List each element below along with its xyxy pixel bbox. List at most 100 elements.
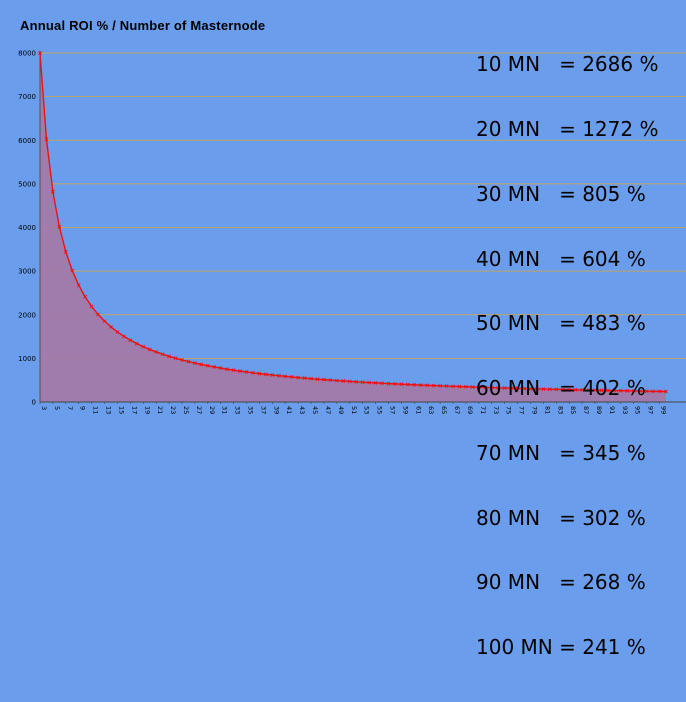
data-point [244, 370, 249, 374]
data-point [251, 370, 255, 375]
data-point [109, 324, 113, 329]
data-point [541, 387, 546, 391]
data-point [483, 385, 488, 390]
x-tick-label: 45 [311, 406, 319, 414]
data-point [496, 385, 501, 390]
data-point [225, 367, 230, 372]
x-tick-label: 23 [169, 406, 177, 414]
data-point [283, 374, 288, 379]
data-point [431, 383, 436, 388]
x-tick-label: 91 [608, 406, 616, 414]
data-point [231, 368, 236, 373]
y-tick-label: 6000 [18, 137, 36, 145]
data-point [618, 388, 623, 393]
data-point [625, 388, 630, 393]
x-tick-label: 37 [259, 406, 267, 414]
x-tick-label: 83 [556, 406, 564, 414]
x-tick-label: 21 [156, 406, 164, 414]
data-point [599, 388, 604, 393]
data-point [476, 385, 481, 390]
data-point [612, 388, 617, 393]
data-point [444, 384, 449, 388]
data-point [238, 369, 242, 373]
data-point [57, 224, 62, 229]
y-tick-label: 0 [32, 399, 36, 407]
data-point [302, 376, 307, 381]
x-tick-label: 49 [337, 406, 345, 414]
x-axis-ticks: 3 5 7 9 11 13 15 17 19 21 23 25 27 29 31 33 35 37 39 41 43 45… [39, 402, 668, 414]
data-point [96, 312, 101, 317]
data-point [547, 387, 552, 392]
x-tick-label: 13 [105, 406, 113, 414]
data-point [205, 363, 210, 368]
data-point [212, 365, 217, 369]
data-point [289, 375, 294, 379]
x-tick-label: 33 [234, 406, 242, 414]
data-point [651, 389, 656, 394]
data-point [38, 51, 42, 55]
data-point [631, 389, 636, 393]
x-tick-label: 77 [518, 406, 526, 414]
data-point [360, 380, 365, 385]
data-point [50, 189, 55, 194]
data-point [128, 338, 133, 343]
data-point [102, 319, 107, 324]
x-tick-label: 9 [79, 406, 87, 410]
x-tick-label: 39 [272, 406, 280, 414]
data-point [489, 385, 494, 390]
data-point [586, 388, 591, 392]
data-point [76, 283, 81, 288]
data-point [515, 386, 520, 391]
data-point [121, 334, 126, 339]
data-point [528, 386, 533, 391]
data-point [315, 377, 320, 382]
x-tick-label: 51 [350, 406, 358, 414]
x-tick-label: 99 [660, 406, 668, 414]
x-tick-label: 73 [492, 406, 500, 414]
x-tick-label: 35 [247, 406, 255, 414]
x-tick-label: 79 [530, 406, 538, 414]
y-tick-label: 7000 [18, 93, 36, 101]
data-point [154, 350, 159, 354]
x-tick-label: 7 [66, 406, 74, 410]
roi-row: 80 MN = 302 % [476, 505, 646, 530]
data-point [309, 376, 313, 381]
x-tick-label: 61 [414, 406, 422, 414]
roi-row: 40 MN = 604 % [476, 246, 646, 271]
data-point [334, 378, 339, 383]
data-point [567, 387, 572, 392]
data-point [173, 356, 178, 361]
roi-row: 60 MN = 402 % [476, 376, 646, 401]
data-point [644, 389, 649, 394]
data-point [141, 344, 146, 349]
axes [39, 51, 686, 403]
data-point [218, 366, 223, 371]
data-point [470, 385, 475, 389]
area-fill [40, 53, 666, 402]
y-tick-label: 1000 [18, 355, 36, 363]
data-point [638, 389, 643, 393]
data-point [367, 380, 372, 385]
x-tick-label: 67 [453, 406, 461, 414]
roi-area [40, 53, 666, 402]
x-tick-label: 85 [569, 406, 577, 414]
x-tick-label: 55 [376, 406, 384, 414]
data-point [535, 386, 539, 391]
roi-row: 50 MN = 483 % [476, 311, 646, 336]
x-tick-label: 59 [401, 406, 409, 414]
data-point [328, 378, 333, 383]
x-tick-label: 11 [92, 406, 100, 414]
data-point [560, 387, 565, 392]
x-tick-label: 69 [466, 406, 474, 414]
data-point [593, 388, 597, 393]
data-point [44, 137, 49, 142]
data-point [296, 375, 301, 380]
x-tick-label: 47 [324, 406, 332, 414]
data-point [147, 347, 152, 352]
roi-summary-table: 10 MN = 2686 % 20 MN = 1272 % 30 MN = 80… [476, 11, 658, 702]
data-point [438, 383, 443, 388]
data-point [134, 341, 139, 346]
data-point [89, 304, 94, 309]
chart-figure: Annual ROI % / Number of Masternode 0 100… [18, 18, 686, 658]
data-point [83, 294, 88, 299]
